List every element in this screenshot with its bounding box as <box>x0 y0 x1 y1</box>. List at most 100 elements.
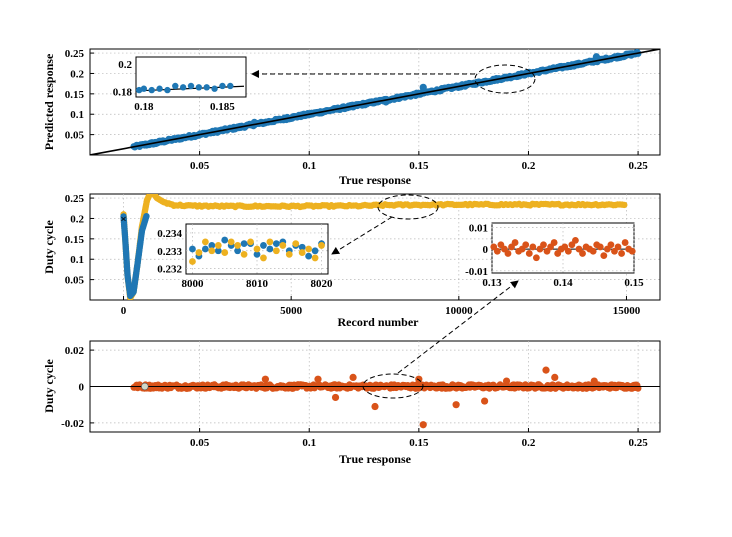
top-inset: 0.18 0.185 0.2 0.18 <box>113 56 247 113</box>
inset-x-tick-label: 8000 <box>181 278 204 290</box>
middle-x-axis-label: Record number <box>338 315 420 329</box>
inset-left-point <box>214 242 222 249</box>
inset-right-point <box>504 250 512 257</box>
x-tick-label: 0.25 <box>628 160 648 172</box>
bottom-plot-area <box>90 366 660 429</box>
x-tick-label: 10000 <box>445 305 473 317</box>
residual-outlier-point <box>481 397 489 405</box>
residual-outlier-point <box>415 375 423 383</box>
inset-point <box>211 85 218 92</box>
x-tick-label: 0.25 <box>628 437 648 449</box>
inset-left-point <box>234 247 242 255</box>
middle-y-axis-label: Duty cycle <box>42 220 56 274</box>
inset-left-point <box>189 245 196 253</box>
inset-right-point <box>493 247 501 255</box>
inset-y-tick-label: -0.01 <box>465 266 488 278</box>
bottom-zoom-ellipse <box>362 373 424 399</box>
y-tick-label: 0.2 <box>70 213 84 225</box>
inset-point <box>187 82 195 90</box>
x-tick-label: 0.2 <box>522 437 536 449</box>
bottom-x-tick-labels: 0.05 0.1 0.15 0.2 0.25 <box>190 437 648 449</box>
middle-y-tick-labels: 0.05 0.1 0.15 0.2 0.25 <box>65 193 85 287</box>
y-tick-label: 0.02 <box>65 345 85 357</box>
inset-point <box>179 84 187 91</box>
inset-left-point <box>201 238 209 246</box>
inset-right-point <box>572 236 579 244</box>
inset-left-point <box>305 252 313 260</box>
inset-left-point <box>285 250 293 258</box>
inset-left-point <box>266 238 274 246</box>
bottom-y-tick-labels: 0.02 0 -0.02 <box>61 345 84 430</box>
top-y-axis-label: Predicted response <box>42 53 56 150</box>
inset-left-point <box>189 258 196 265</box>
residual-outlier-point <box>371 402 379 411</box>
middle-zoom-arrow <box>331 216 393 255</box>
top-plot-area <box>90 49 660 155</box>
inset-x-tick-label: 0.18 <box>134 101 154 113</box>
inset-point <box>203 84 210 91</box>
x-tick-label: 0 <box>121 305 127 317</box>
y-tick-label: 0.2 <box>70 68 84 80</box>
top-grid <box>90 49 660 155</box>
y-tick-label: 0.25 <box>65 193 85 205</box>
inset-left-point <box>298 249 306 256</box>
inset-right-point <box>532 254 540 262</box>
inset-right-point <box>511 239 519 246</box>
top-y-tick-labels: 0.05 0.1 0.15 0.2 0.25 <box>65 48 85 142</box>
inset-left-point <box>272 247 280 255</box>
residual-outlier-point <box>542 366 550 374</box>
bottom-x-axis-label: True response <box>339 452 412 466</box>
inset-x-tick-label: 0.185 <box>210 101 235 113</box>
inset-point <box>140 85 148 92</box>
inset-right-point <box>540 241 547 249</box>
inset-right-point <box>618 250 625 257</box>
middle-inset-right: 0.13 0.14 0.15 0.01 0 -0.01 <box>465 222 644 289</box>
inset-right-point <box>600 252 608 260</box>
middle-x-tick-labels: 0 5000 10000 15000 <box>121 305 641 317</box>
bottom-zoom-arrow <box>397 280 519 374</box>
top-panel: 0.05 0.1 0.15 0.2 0.25 0.05 0.1 0.15 0.2 0.25 Tr… <box>42 48 661 187</box>
y-tick-label: 0.1 <box>70 254 84 266</box>
inset-left-point <box>311 254 319 262</box>
residual-outlier-point <box>502 377 511 385</box>
duty-cycle-alt-point <box>143 212 150 220</box>
inset-left-point <box>227 238 235 246</box>
inset-right-point <box>628 247 636 255</box>
top-x-tick-labels: 0.05 0.1 0.15 0.2 0.25 <box>190 160 648 172</box>
inset-point <box>156 85 163 92</box>
y-tick-label: 0.25 <box>65 48 85 60</box>
middle-inset-left-plot-area <box>189 236 325 265</box>
top-zoom-ellipse <box>474 64 536 94</box>
y-tick-label: 0.15 <box>65 234 85 246</box>
inset-left-point <box>253 250 261 258</box>
y-tick-label: 0 <box>79 382 85 394</box>
residual-outlier-point <box>452 401 460 409</box>
residual-outlier-point <box>551 373 559 381</box>
inset-left-point <box>240 240 248 248</box>
inset-y-tick-label: 0 <box>483 244 489 256</box>
inset-point <box>219 82 226 90</box>
identity-line <box>90 49 660 155</box>
x-tick-label: 0.15 <box>409 160 429 172</box>
residual-outlier-point <box>331 393 340 402</box>
y-tick-label: 0.05 <box>65 275 85 287</box>
inset-right-point <box>621 239 629 246</box>
inset-point <box>227 82 234 90</box>
bottom-y-axis-label: Duty cycle <box>42 359 56 413</box>
inset-left-point <box>298 243 306 251</box>
bottom-panel: 0.05 0.1 0.15 0.2 0.25 0.02 0 -0.02 True respo… <box>42 280 661 466</box>
inset-x-tick-label: 0.14 <box>553 277 573 289</box>
y-tick-label: 0.05 <box>65 130 85 142</box>
middle-zoom-ellipse <box>377 194 439 220</box>
inset-y-tick-label: 0.233 <box>157 246 182 258</box>
cross-marker: × <box>120 213 126 225</box>
inset-y-tick-label: 0.18 <box>113 86 133 98</box>
x-tick-label: 0.15 <box>409 437 429 449</box>
inset-x-tick-label: 8010 <box>246 278 269 290</box>
highlight-point <box>141 382 149 391</box>
inset-x-tick-label: 0.15 <box>624 277 644 289</box>
inset-y-tick-label: 0.2 <box>118 59 132 71</box>
inset-left-point <box>208 247 216 255</box>
